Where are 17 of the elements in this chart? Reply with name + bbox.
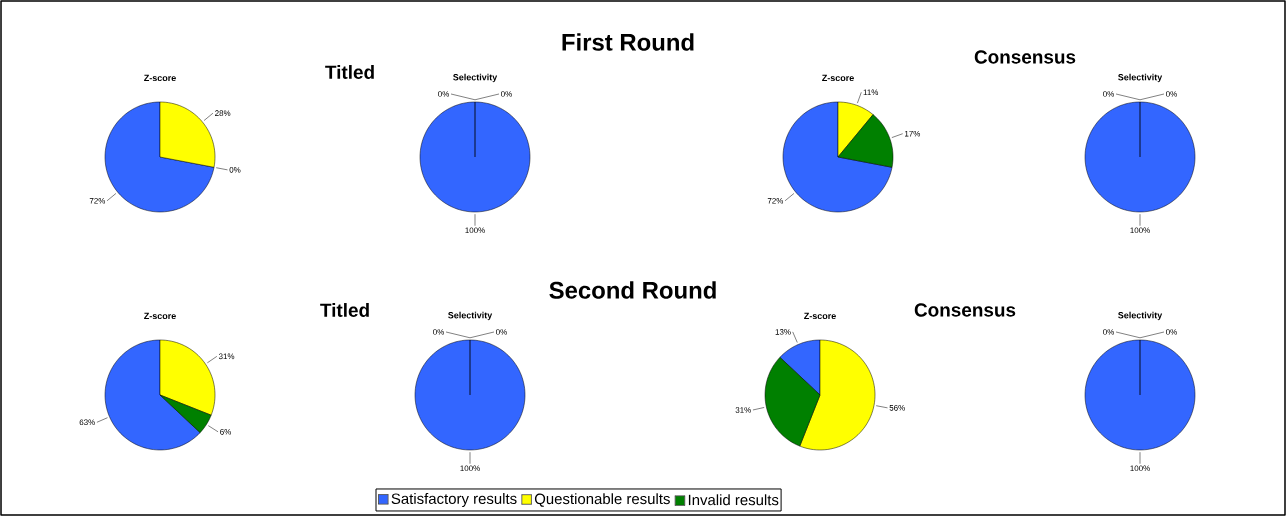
legend-label: Questionable results [534,493,670,507]
text: First Round [562,33,694,51]
text: Consensus [914,303,1016,317]
text: Second Round [549,281,716,299]
legend-label: Satisfactory results [391,493,517,507]
legend-label: Invalid results [688,494,779,506]
text: Titled [325,65,374,79]
chart-title: Z-score [144,312,176,320]
chart-title: Z-score [144,74,176,82]
text: Consensus [974,50,1076,64]
chart-title: Z-score [804,312,836,320]
chart-title: Selectivity [453,73,498,83]
chart-title: Selectivity [1118,73,1163,83]
chart-title: Selectivity [1118,311,1163,321]
text: Titled [320,303,369,317]
chart-title: Selectivity [448,311,493,321]
chart-title: Z-score [822,74,854,82]
